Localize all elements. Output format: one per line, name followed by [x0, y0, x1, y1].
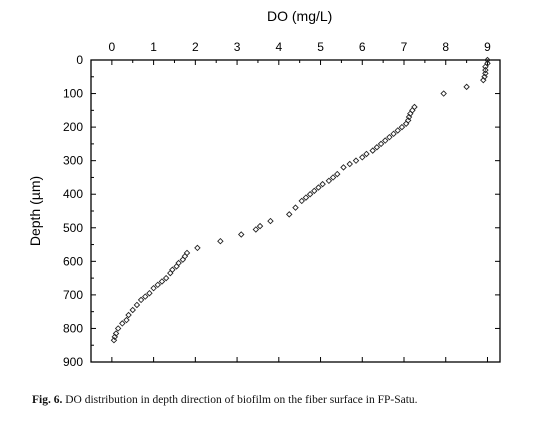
x-axis-title: DO (mg/L) [267, 8, 332, 24]
x-tick-label: 4 [275, 40, 282, 54]
data-point [329, 174, 337, 181]
data-point [480, 76, 487, 84]
data-point [398, 123, 406, 131]
x-tick-label: 7 [401, 40, 408, 54]
y-tick-label: 700 [63, 288, 83, 302]
data-point [217, 237, 224, 245]
data-point [169, 266, 176, 273]
plot-area: 0 1 2 3 4 5 6 7 8 9 0 100 200 300 400 500 600 700 800 900 DO… [27, 8, 501, 369]
y-tick-label: 300 [63, 154, 83, 168]
data-point [482, 66, 489, 74]
y-tick-label: 0 [76, 53, 83, 67]
data-point [181, 253, 189, 260]
data-point [129, 306, 136, 314]
y-axis-title: Depth (µm) [27, 176, 43, 246]
data-point [142, 293, 149, 300]
x-tick-label: 9 [484, 40, 491, 54]
y-tick-label: 200 [63, 120, 83, 134]
data-point [167, 269, 174, 277]
data-point [402, 120, 410, 127]
data-point [373, 144, 381, 151]
figure-caption-text: DO distribution in depth direction of bi… [62, 394, 418, 406]
data-point [238, 231, 245, 238]
data-point [405, 113, 413, 121]
data-point [137, 296, 145, 304]
x-tick-label: 6 [359, 40, 366, 54]
data-point [111, 333, 119, 341]
data-point [346, 160, 353, 168]
data-point [340, 164, 347, 171]
data-point [409, 107, 416, 114]
figure-caption-label: Fig. 6. [32, 394, 63, 406]
data-point [179, 256, 187, 263]
x-tick-label: 3 [234, 40, 241, 54]
data-point [411, 103, 418, 111]
data-point [298, 197, 305, 205]
data-point [150, 284, 157, 292]
data-point [381, 137, 389, 144]
data-point [325, 177, 333, 185]
data-point [252, 226, 260, 233]
data-point [302, 194, 310, 201]
x-tick-label: 2 [192, 40, 199, 54]
y-tick-label: 100 [63, 87, 83, 101]
y-tick-label: 800 [63, 321, 83, 335]
y-tick-label: 500 [63, 221, 83, 235]
data-point [292, 204, 299, 211]
data-point [175, 259, 182, 267]
data-point [183, 249, 191, 257]
data-point [463, 83, 470, 91]
data-point [363, 150, 370, 158]
data-point [369, 147, 376, 154]
data-point [319, 180, 326, 188]
data-point [110, 336, 118, 344]
data-point [306, 190, 314, 198]
data-point [482, 63, 489, 70]
y-tick-label: 400 [63, 187, 83, 201]
x-tick-label: 1 [150, 40, 157, 54]
data-point [352, 157, 360, 164]
data-point [154, 281, 162, 289]
data-point [194, 244, 201, 252]
data-point [394, 127, 401, 134]
x-tick-label: 0 [109, 40, 116, 54]
data-point [146, 289, 153, 297]
data-point [123, 316, 130, 324]
data-point [359, 154, 366, 161]
data-point [119, 320, 126, 327]
data-point [482, 70, 489, 77]
data-point [125, 311, 132, 319]
data-point [440, 90, 447, 97]
data-point [315, 184, 322, 191]
data-point [484, 56, 491, 64]
data-point [386, 133, 393, 141]
data-point [256, 222, 264, 230]
y-tick-label: 900 [63, 355, 83, 369]
data-point [158, 278, 166, 285]
x-tick-label: 5 [317, 40, 324, 54]
data-point [390, 130, 397, 138]
data-point [311, 187, 318, 195]
data-point [377, 140, 385, 148]
data-point [267, 217, 274, 225]
data-point [114, 325, 122, 332]
plot-frame [90, 59, 501, 363]
data-point [286, 211, 293, 218]
data-point [133, 301, 141, 309]
data-point [333, 170, 341, 178]
figure-caption: Fig. 6. DO distribution in depth directi… [32, 394, 542, 406]
data-point [173, 263, 180, 270]
x-tick-label: 8 [442, 40, 449, 54]
data-point [162, 274, 170, 282]
y-tick-label: 600 [63, 254, 83, 268]
